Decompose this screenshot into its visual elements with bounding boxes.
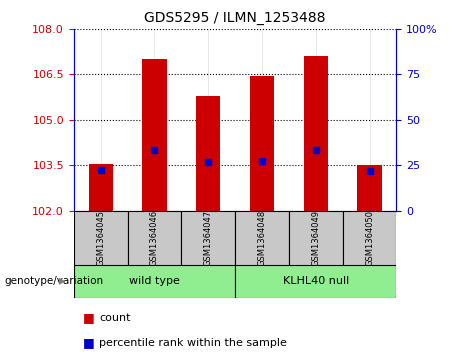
Text: GSM1364047: GSM1364047 [204, 210, 213, 266]
Bar [357, 165, 382, 211]
Text: percentile rank within the sample: percentile rank within the sample [99, 338, 287, 348]
Bar [181, 211, 235, 265]
Bar [196, 95, 220, 211]
Title: GDS5295 / ILMN_1253488: GDS5295 / ILMN_1253488 [144, 11, 326, 25]
Bar [142, 59, 166, 211]
Text: GSM1364050: GSM1364050 [365, 210, 374, 266]
Bar [74, 211, 128, 265]
Bar [74, 265, 235, 298]
Bar [289, 211, 343, 265]
Text: GSM1364045: GSM1364045 [96, 210, 105, 266]
Bar [235, 265, 396, 298]
Bar [89, 164, 113, 211]
Text: genotype/variation: genotype/variation [5, 276, 104, 286]
Bar [235, 211, 289, 265]
Text: count: count [99, 313, 130, 323]
Bar [128, 211, 181, 265]
Text: GSM1364049: GSM1364049 [311, 210, 320, 266]
Text: wild type: wild type [129, 276, 180, 286]
Text: GSM1364046: GSM1364046 [150, 210, 159, 266]
Text: GSM1364048: GSM1364048 [258, 210, 266, 266]
Bar [304, 56, 328, 211]
Text: ■: ■ [83, 337, 95, 350]
Text: ■: ■ [83, 311, 95, 324]
Bar [343, 211, 396, 265]
Polygon shape [59, 278, 65, 285]
Bar [250, 76, 274, 211]
Text: KLHL40 null: KLHL40 null [283, 276, 349, 286]
